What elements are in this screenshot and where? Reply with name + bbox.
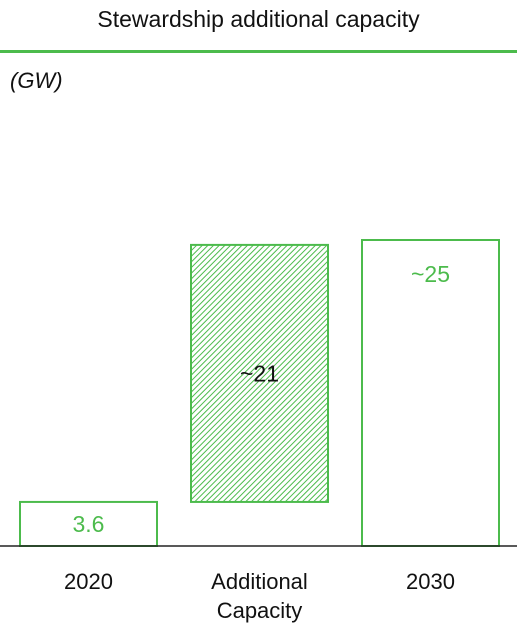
unit-label: (GW) [10,68,63,93]
data-label: 3.6 [73,511,105,537]
x-tick-label: Capacity [217,598,303,623]
data-label: ~21 [240,360,279,386]
bar-2020 [19,500,158,548]
chart-title: Stewardship additional capacity [97,6,420,32]
bar-2030 [361,239,500,547]
title-divider [0,50,517,53]
x-tick-label: 2030 [406,569,455,594]
data-label: ~25 [411,261,450,287]
x-tick-label: Additional [211,569,308,594]
x-tick-label: 2020 [64,569,113,594]
bar-additional-capacity [190,243,329,503]
